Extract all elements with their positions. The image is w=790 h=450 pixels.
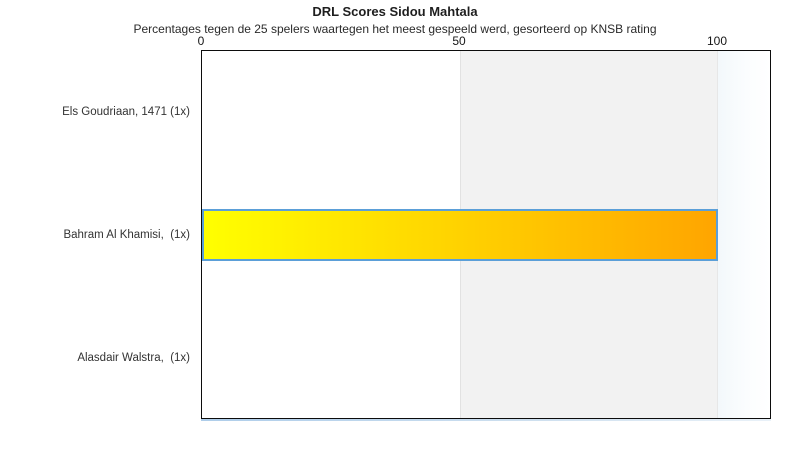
chart-title: DRL Scores Sidou Mahtala bbox=[312, 4, 478, 19]
plot-area bbox=[201, 50, 771, 419]
chart-subtitle: Percentages tegen de 25 spelers waartege… bbox=[133, 22, 657, 36]
category-label: Alasdair Walstra, (1x) bbox=[77, 351, 190, 364]
plot-edge-gradient bbox=[718, 51, 770, 418]
bar-bahram-al-khamisi bbox=[202, 208, 718, 261]
bars-layer bbox=[202, 51, 770, 418]
x-tick-label: 50 bbox=[452, 34, 466, 48]
x-tick-label: 100 bbox=[706, 34, 728, 48]
x-tick-label: 0 bbox=[197, 34, 205, 48]
category-label: Els Goudriaan, 1471 (1x) bbox=[62, 105, 190, 118]
category-label: Bahram Al Khamisi, (1x) bbox=[63, 228, 190, 241]
plot-bottom-shadow bbox=[201, 419, 771, 421]
